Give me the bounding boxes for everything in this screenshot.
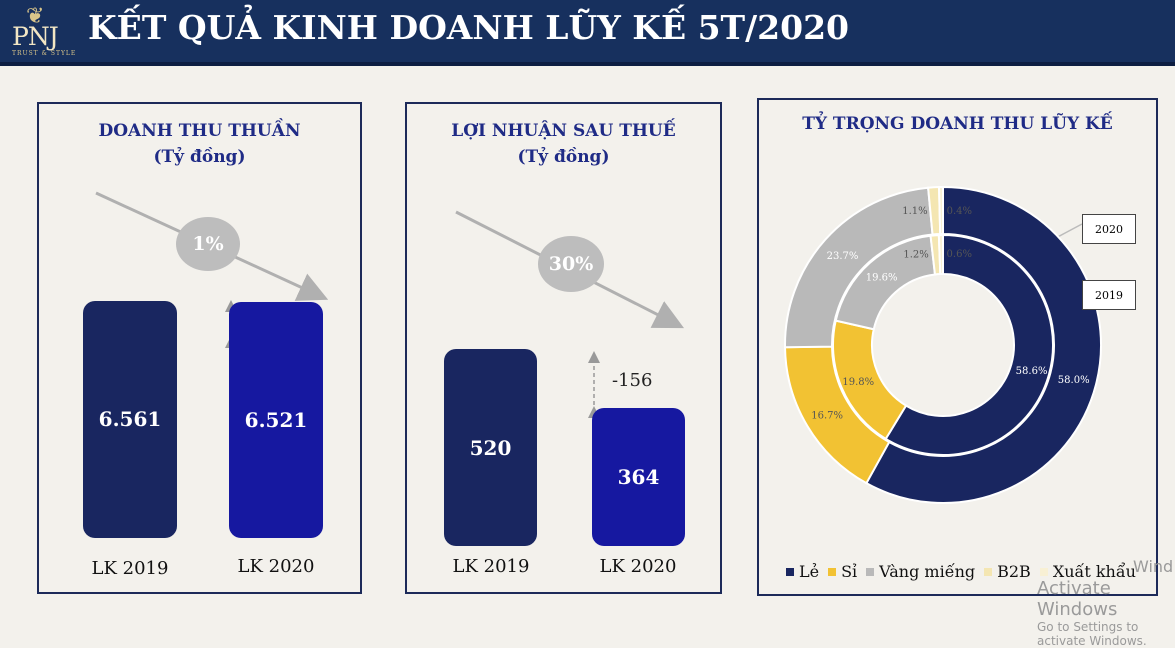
legend-item-le: Lẻ bbox=[786, 562, 819, 581]
revenue-bar-2019: 6.561 bbox=[83, 300, 177, 538]
legend-label-b2b: B2B bbox=[997, 562, 1031, 581]
logo-mark-icon: ❦ bbox=[26, 4, 45, 29]
revenue-change-circle: 1% bbox=[176, 217, 240, 271]
legend-label-le: Lẻ bbox=[799, 562, 820, 581]
legend-swatch-le bbox=[786, 567, 794, 576]
doughnut-inner-2019-slice-0 bbox=[884, 233, 1054, 456]
label-2019-text: 2019 bbox=[1095, 288, 1123, 302]
activation-watermark: Activate Windows Go to Settings to activ… bbox=[1037, 578, 1175, 648]
profit-title: LỢI NHUẬN SAU THUẾ bbox=[451, 121, 676, 141]
revenue-bar-2020-label: 6.521 bbox=[244, 408, 308, 433]
revenue-xlabel-2020: LK 2020 bbox=[237, 556, 315, 577]
legend-swatch-vang-mieng bbox=[866, 567, 875, 576]
activation-watermark-title: Activate Windows bbox=[1037, 578, 1118, 620]
header-bar: ❦ PNJ TRUST & STYLE KẾT QUẢ KINH DOANH L… bbox=[0, 0, 1175, 62]
legend-swatch-xuat-khau bbox=[1039, 567, 1048, 576]
profit-change-circle: 30% bbox=[538, 236, 604, 292]
page-title: KẾT QUẢ KINH DOANH LŨY KẾ 5T/2020 bbox=[88, 8, 850, 47]
doughnut-outer-2020-label-3: 1.1% bbox=[902, 206, 927, 217]
legend-label-xuat-khau: Xuất khẩu bbox=[1052, 562, 1136, 581]
doughnut-inner-2019-label-1: 19.8% bbox=[842, 377, 874, 388]
label-2020-text: 2020 bbox=[1095, 222, 1123, 236]
profit-unit: (Tỷ đồng) bbox=[517, 147, 610, 167]
revenue-bar-2020: 6.521 bbox=[229, 302, 323, 538]
revenue-unit: (Tỷ đồng) bbox=[153, 147, 246, 167]
legend-item-b2b: B2B bbox=[984, 562, 1031, 581]
revenue-title: DOANH THU THUẦN bbox=[98, 121, 301, 141]
profit-bar-2019-label: 520 bbox=[469, 435, 512, 460]
revenue-bar-2019-label: 6.561 bbox=[98, 407, 162, 432]
label-2020-box: 2020 bbox=[1082, 214, 1136, 244]
revenue-xlabel-2019: LK 2019 bbox=[91, 558, 169, 579]
doughnut-outer-2020-label-2: 23.7% bbox=[827, 251, 859, 262]
pnj-logo: ❦ PNJ TRUST & STYLE bbox=[8, 4, 78, 60]
doughnut-inner-2019-label-0: 58.6% bbox=[1016, 366, 1048, 377]
profit-bar-2019: 520 bbox=[444, 349, 537, 546]
legend-item-xuat-khau: Xuất khẩu bbox=[1039, 562, 1136, 581]
doughnut-outer-2020-label-1: 16.7% bbox=[811, 410, 843, 421]
legend-swatch-b2b bbox=[984, 567, 993, 576]
activation-watermark-partial: Wind bbox=[1133, 557, 1174, 576]
doughnut-outer-2020-label-4: 0.4% bbox=[947, 206, 972, 217]
legend-item-vang-mieng: Vàng miếng bbox=[866, 562, 975, 581]
activation-watermark-subtitle: Go to Settings to activate Windows. bbox=[1037, 620, 1147, 648]
doughnut-inner-2019-slice-4 bbox=[937, 233, 944, 276]
logo-text: PNJ bbox=[12, 22, 59, 51]
legend-item-si: Sỉ bbox=[828, 562, 857, 581]
legend-swatch-si bbox=[828, 567, 837, 576]
legend-label-vang-mieng: Vàng miếng bbox=[879, 562, 976, 581]
doughnut-inner-2019-label-3: 1.2% bbox=[903, 249, 928, 260]
logo-tagline: TRUST & STYLE bbox=[12, 50, 77, 57]
share-title: TỶ TRỌNG DOANH THU LŨY KẾ bbox=[802, 114, 1113, 134]
profit-delta: -156 bbox=[612, 370, 653, 391]
profit-xlabel-2020: LK 2020 bbox=[599, 556, 677, 577]
doughnut-inner-2019-label-2: 19.6% bbox=[866, 272, 898, 283]
profit-xlabel-2019: LK 2019 bbox=[452, 556, 530, 577]
doughnut-outer-2020-label-0: 58.0% bbox=[1058, 375, 1090, 386]
doughnut-outer-2020-slice-4 bbox=[938, 185, 944, 236]
legend-label-si: Sỉ bbox=[841, 562, 858, 581]
profit-bar-2020: 364 bbox=[592, 408, 685, 546]
doughnut-inner-2019-label-4: 0.6% bbox=[947, 249, 972, 260]
header-divider bbox=[0, 62, 1175, 66]
share-legend: Lẻ Sỉ Vàng miếng B2B Xuất khẩu bbox=[786, 562, 1136, 581]
profit-bar-2020-label: 364 bbox=[617, 465, 660, 490]
label-2019-box: 2019 bbox=[1082, 280, 1136, 310]
